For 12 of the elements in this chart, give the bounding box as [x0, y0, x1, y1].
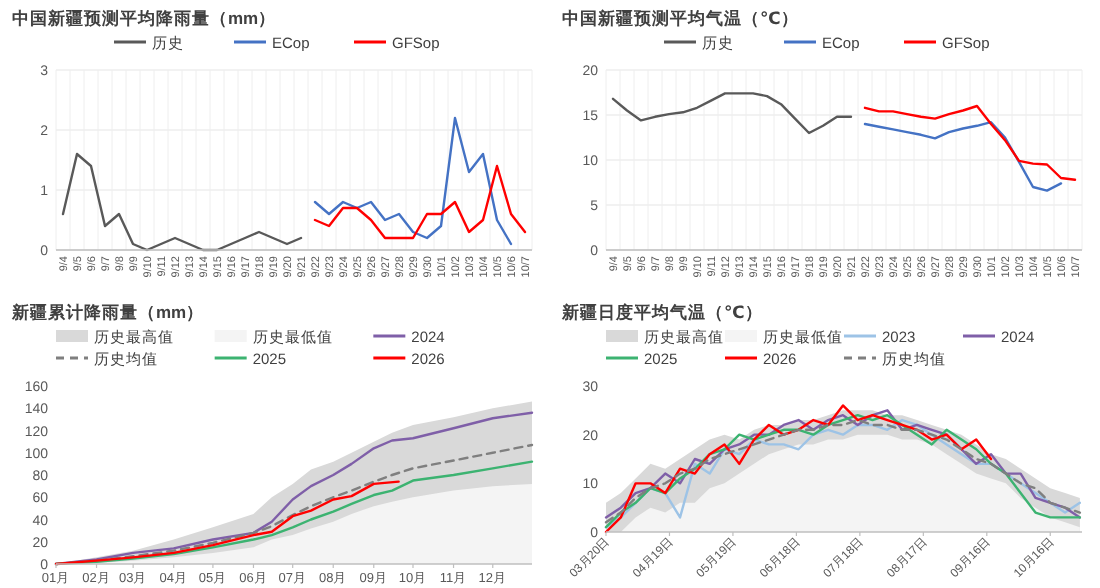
- line-series: [863, 104, 1077, 181]
- line-series: [61, 152, 303, 252]
- line-series: [604, 404, 993, 534]
- line-series: [611, 92, 853, 135]
- chart-title: 新疆日度平均气温（℃）: [560, 302, 763, 322]
- chart-title: 中国新疆预测平均降雨量（mm）: [12, 8, 277, 28]
- line-series: [313, 116, 513, 246]
- chart-title: 新疆累计降雨量（mm）: [10, 302, 205, 322]
- line-series: [863, 121, 1063, 192]
- line-series: [54, 480, 400, 566]
- chart-title: 中国新疆预测平均气温（℃）: [562, 8, 799, 28]
- line-series: [313, 164, 527, 240]
